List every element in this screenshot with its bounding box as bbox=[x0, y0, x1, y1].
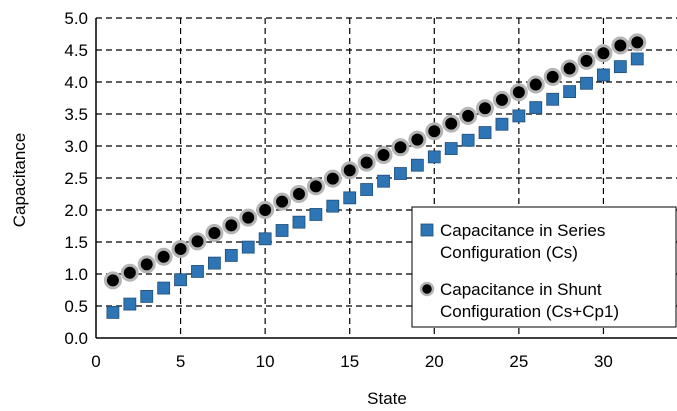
x-axis-label: State bbox=[367, 389, 407, 408]
series-cs-point bbox=[597, 68, 610, 82]
series-cs-cp1-point bbox=[459, 106, 478, 125]
series-cs-point bbox=[241, 240, 255, 254]
x-tick-label: 0 bbox=[91, 352, 100, 371]
y-tick-label: 4.0 bbox=[64, 73, 88, 92]
x-tick-label: 25 bbox=[509, 352, 528, 371]
y-tick-label: 2.5 bbox=[64, 169, 88, 188]
x-tick-label: 15 bbox=[340, 352, 359, 371]
series-cs-point bbox=[326, 199, 340, 213]
legend-label-cs-cp1: Capacitance in Shunt bbox=[440, 280, 602, 299]
series-cs-cp1-point bbox=[256, 201, 275, 219]
series-cs-point bbox=[275, 224, 289, 237]
series-cs-point bbox=[258, 232, 272, 246]
series-cs-cp1-point bbox=[239, 208, 258, 227]
series-cs-cp1-point bbox=[577, 51, 596, 70]
legend-swatch-cs bbox=[420, 223, 434, 237]
series-cs-cp1-point bbox=[103, 271, 122, 290]
y-tick-labels: 0.0 0.5 1.0 1.5 2.0 2.5 3.0 3.5 4.0 4.5 5.0 bbox=[64, 9, 88, 348]
y-tick-label: 1.5 bbox=[64, 233, 88, 252]
series-cs-cp1-point bbox=[560, 59, 579, 78]
series-cs-point bbox=[563, 85, 576, 98]
y-tick-label: 0.0 bbox=[64, 329, 88, 348]
series-cs-point bbox=[309, 208, 323, 221]
series-cs-point bbox=[224, 249, 238, 262]
series-cs-point bbox=[292, 215, 306, 229]
series-cs-cp1-point bbox=[171, 240, 190, 259]
y-tick-label: 0.5 bbox=[64, 297, 88, 316]
y-tick-label: 1.0 bbox=[64, 265, 88, 284]
series-cs-point bbox=[207, 256, 221, 270]
series-cs-cp1-point bbox=[611, 36, 630, 55]
series-cs-point bbox=[410, 158, 424, 172]
series-cs-point bbox=[580, 76, 593, 90]
series-cs-point bbox=[495, 117, 509, 131]
series-cs-point bbox=[157, 281, 171, 295]
y-tick-label: 3.5 bbox=[64, 105, 88, 124]
legend-swatch-cs-cp1 bbox=[419, 281, 435, 297]
series-cs-point bbox=[174, 273, 187, 287]
series-cs-point bbox=[461, 133, 475, 147]
series-cs-cp1-point bbox=[357, 153, 376, 172]
series-cs-point bbox=[343, 191, 357, 205]
series-cs-cp1-point bbox=[628, 33, 647, 52]
y-tick-label: 5.0 bbox=[64, 9, 88, 28]
series-cs-cp1-point bbox=[222, 216, 241, 235]
series-cs-point bbox=[444, 142, 458, 155]
series-cs-point bbox=[613, 60, 627, 74]
data-marks bbox=[103, 33, 647, 319]
legend-box bbox=[411, 206, 677, 328]
series-cs-point bbox=[377, 174, 390, 188]
x-tick-label: 20 bbox=[425, 352, 444, 371]
series-cs-point bbox=[478, 126, 492, 139]
series-cs-cp1-point bbox=[476, 99, 495, 118]
series-cs-cp1-point bbox=[509, 83, 528, 102]
x-tick-labels: 0 5 10 15 20 25 30 bbox=[91, 352, 613, 371]
series-cs-cp1-point bbox=[289, 185, 308, 203]
y-tick-label: 4.5 bbox=[64, 41, 88, 60]
series-cs-cp1-point bbox=[323, 169, 342, 188]
series-cs-point bbox=[394, 167, 407, 180]
series-cs-cp1-point bbox=[425, 122, 444, 141]
series-cs-point bbox=[123, 297, 137, 311]
series-cs-point bbox=[512, 109, 526, 123]
series-cs-point bbox=[427, 150, 441, 164]
series-cs-cp1-point bbox=[273, 192, 292, 211]
series-cs-point bbox=[106, 305, 120, 319]
series-cs-cp1-point bbox=[306, 177, 325, 196]
y-axis-label: Capacitance bbox=[10, 133, 29, 228]
series-cs-point bbox=[360, 183, 374, 196]
series-cs-point bbox=[529, 101, 543, 114]
series-cs-point bbox=[140, 289, 154, 303]
series-cs-cp1-point bbox=[594, 44, 613, 63]
series-cs-cp1-point bbox=[442, 114, 461, 133]
series-cs-point bbox=[546, 92, 560, 106]
series-cs-cp1-point bbox=[374, 145, 393, 164]
series-cs-cp1-point bbox=[543, 67, 562, 86]
series-cs-cp1-point bbox=[205, 224, 224, 243]
series-cs-cp1-point bbox=[492, 90, 511, 109]
series-cs-cp1-point bbox=[340, 161, 359, 180]
x-tick-label: 5 bbox=[176, 352, 185, 371]
series-cs-cp1-point bbox=[137, 255, 156, 274]
series-cs-cp1-point bbox=[188, 232, 207, 251]
series-cs-cp1-point bbox=[408, 130, 427, 149]
series-cs-point bbox=[191, 265, 204, 278]
legend-label-cs: Configuration (Cs) bbox=[440, 243, 578, 262]
series-cs-cp1-point bbox=[154, 247, 173, 266]
x-tick-label: 30 bbox=[594, 352, 613, 371]
legend-label-cs: Capacitance in Series bbox=[440, 221, 605, 240]
series-cs-cp1-point bbox=[391, 138, 410, 157]
legend-label-cs-cp1: Configuration (Cs+Cp1) bbox=[440, 302, 619, 321]
y-tick-label: 2.0 bbox=[64, 201, 88, 220]
x-tick-label: 10 bbox=[256, 352, 275, 371]
legend: Capacitance in Series Configuration (Cs) C… bbox=[411, 206, 677, 328]
series-cs-cp1-point bbox=[526, 75, 545, 94]
series-cs-cp1-point bbox=[120, 263, 139, 282]
axes bbox=[95, 18, 677, 339]
series-cs-point bbox=[630, 52, 644, 66]
y-tick-label: 3.0 bbox=[64, 137, 88, 156]
